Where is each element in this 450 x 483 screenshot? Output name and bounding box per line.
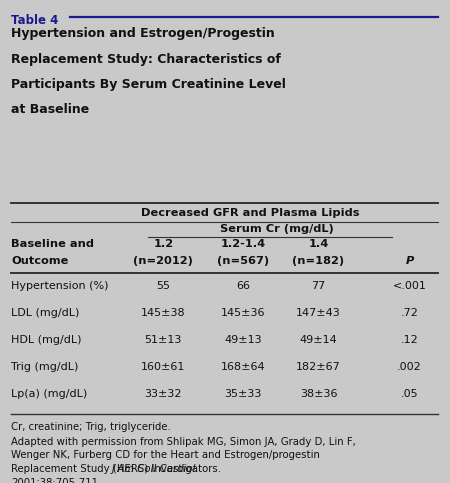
Text: 145±38: 145±38	[141, 308, 185, 318]
Text: 49±13: 49±13	[224, 335, 262, 345]
Text: (n=567): (n=567)	[217, 256, 269, 266]
Text: Lp(a) (mg/dL): Lp(a) (mg/dL)	[11, 389, 87, 399]
Text: 147±43: 147±43	[296, 308, 341, 318]
Text: 66: 66	[236, 281, 250, 291]
Text: <.001: <.001	[392, 281, 427, 291]
Text: .12: .12	[400, 335, 418, 345]
Text: Serum Cr (mg/dL): Serum Cr (mg/dL)	[220, 224, 333, 234]
Text: Baseline and: Baseline and	[11, 239, 94, 249]
Text: Cr, creatinine; Trig, triglyceride.: Cr, creatinine; Trig, triglyceride.	[11, 422, 171, 432]
Text: 145±36: 145±36	[221, 308, 266, 318]
Text: 1.4: 1.4	[308, 239, 328, 249]
Text: J Am Coll Cardiol.: J Am Coll Cardiol.	[112, 464, 199, 474]
Text: Outcome: Outcome	[11, 256, 68, 266]
Text: 1.2: 1.2	[153, 239, 173, 249]
Text: 77: 77	[311, 281, 326, 291]
Text: 38±36: 38±36	[300, 389, 338, 399]
Text: 35±33: 35±33	[225, 389, 262, 399]
Text: Trig (mg/dL): Trig (mg/dL)	[11, 362, 78, 372]
Text: .72: .72	[400, 308, 418, 318]
Text: Adapted with permission from Shlipak MG, Simon JA, Grady D, Lin F,: Adapted with permission from Shlipak MG,…	[11, 437, 356, 447]
Text: 33±32: 33±32	[144, 389, 182, 399]
Text: 2001;38:705-711.: 2001;38:705-711.	[11, 478, 101, 483]
Text: Decreased GFR and Plasma Lipids: Decreased GFR and Plasma Lipids	[140, 208, 359, 218]
Text: at Baseline: at Baseline	[11, 103, 90, 116]
Text: 1.2-1.4: 1.2-1.4	[220, 239, 266, 249]
Text: 160±61: 160±61	[141, 362, 185, 372]
Text: Table 4: Table 4	[11, 14, 59, 28]
Text: HDL (mg/dL): HDL (mg/dL)	[11, 335, 81, 345]
Text: Wenger NK, Furberg CD for the Heart and Estrogen/progestin: Wenger NK, Furberg CD for the Heart and …	[11, 450, 320, 460]
Text: 182±67: 182±67	[296, 362, 341, 372]
Text: LDL (mg/dL): LDL (mg/dL)	[11, 308, 80, 318]
Text: Participants By Serum Creatinine Level: Participants By Serum Creatinine Level	[11, 78, 286, 91]
Text: P: P	[405, 256, 414, 266]
Text: (n=2012): (n=2012)	[133, 256, 193, 266]
Text: Hypertension (%): Hypertension (%)	[11, 281, 108, 291]
Text: 51±13: 51±13	[144, 335, 182, 345]
Text: (n=182): (n=182)	[292, 256, 345, 266]
Text: Hypertension and Estrogen/Progestin: Hypertension and Estrogen/Progestin	[11, 28, 275, 41]
Text: .002: .002	[397, 362, 422, 372]
Text: .05: .05	[400, 389, 418, 399]
Text: Replacement Study: Characteristics of: Replacement Study: Characteristics of	[11, 53, 281, 66]
Text: 55: 55	[156, 281, 170, 291]
Text: 49±14: 49±14	[300, 335, 338, 345]
Text: 168±64: 168±64	[221, 362, 266, 372]
Text: Replacement Study (HERS) Investigators.: Replacement Study (HERS) Investigators.	[11, 464, 225, 474]
